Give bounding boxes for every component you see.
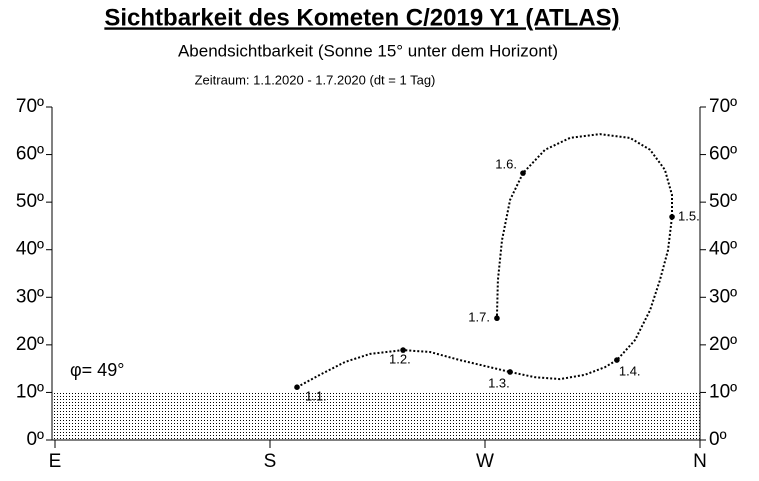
date-marker <box>669 214 675 220</box>
date-marker <box>294 384 300 390</box>
y-tick-label: 30º <box>16 286 44 307</box>
y-tick-label: 0º <box>26 429 44 450</box>
y-tick-label: 0º <box>709 429 727 450</box>
y-tick-label: 60º <box>16 144 44 165</box>
date-label: 1.4. <box>619 364 641 379</box>
y-tick-label: 10º <box>709 381 737 402</box>
date-label: 1.2. <box>389 352 411 367</box>
date-marker <box>507 369 513 375</box>
visibility-path <box>296 133 673 389</box>
date-label: 1.5. <box>678 208 700 223</box>
x-tick-label: N <box>693 451 707 472</box>
y-tick-label: 60º <box>709 144 737 165</box>
y-tick-label: 20º <box>709 334 737 355</box>
chart-subtitle: Abendsichtbarkeit (Sonne 15° unter dem H… <box>178 41 558 60</box>
y-tick-label: 30º <box>709 286 737 307</box>
x-tick-label: E <box>49 451 62 472</box>
y-tick-label: 40º <box>709 239 737 260</box>
y-tick-label: 50º <box>709 191 737 212</box>
period-text: Zeitraum: 1.1.2020 - 1.7.2020 (dt = 1 Ta… <box>195 72 436 87</box>
chart-title: Sichtbarkeit des Kometen C/2019 Y1 (ATLA… <box>104 4 619 31</box>
x-tick-label: W <box>476 451 494 472</box>
x-tick-label: S <box>264 451 277 472</box>
y-tick-label: 40º <box>16 239 44 260</box>
y-tick-label: 70º <box>16 96 44 117</box>
y-tick-label: 10º <box>16 381 44 402</box>
date-marker <box>400 347 406 353</box>
date-label: 1.7. <box>468 310 490 325</box>
date-marker <box>614 357 620 363</box>
date-label: 1.1. <box>305 389 327 404</box>
date-label: 1.3. <box>488 375 510 390</box>
y-tick-label: 70º <box>709 96 737 117</box>
horizon-band <box>52 392 700 440</box>
date-label: 1.6. <box>495 157 517 172</box>
date-marker <box>494 315 500 322</box>
y-tick-label: 50º <box>16 191 44 212</box>
date-marker <box>520 170 526 176</box>
latitude-label: φ= 49° <box>70 360 124 380</box>
y-tick-label: 20º <box>16 334 44 355</box>
